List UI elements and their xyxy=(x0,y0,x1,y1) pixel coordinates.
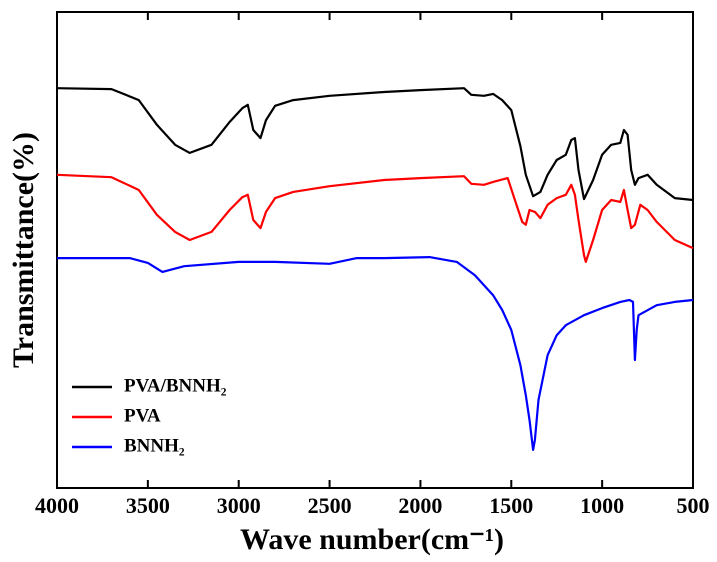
x-tick-label: 500 xyxy=(677,493,710,518)
x-tick-label: 3000 xyxy=(217,493,261,518)
x-tick-label: 1000 xyxy=(580,493,624,518)
spectrum-line xyxy=(56,87,694,202)
legend-label: PVA xyxy=(124,405,161,426)
x-tick-label: 2500 xyxy=(308,493,352,518)
legend-label: PVA/BNNH₂ xyxy=(124,375,227,396)
x-tick-label: 2000 xyxy=(398,493,442,518)
legend-label: BNNH₂ xyxy=(124,435,185,456)
x-tick-label: 4000 xyxy=(35,493,79,518)
x-tick-label: 3500 xyxy=(126,493,170,518)
plot-frame xyxy=(56,11,694,489)
x-axis-label: Wave number(cm⁻¹) xyxy=(240,523,504,556)
y-axis-label: Transmittance(%) xyxy=(7,132,40,368)
x-tick-label: 1500 xyxy=(489,493,533,518)
spectrum-line xyxy=(57,256,694,451)
spectrum-line xyxy=(56,173,694,263)
